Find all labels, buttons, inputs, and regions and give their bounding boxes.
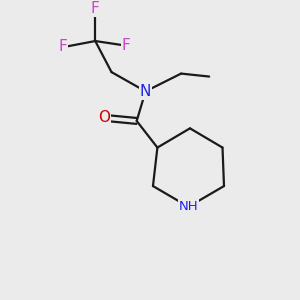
Text: F: F — [122, 38, 131, 53]
Text: N: N — [140, 84, 151, 99]
Text: F: F — [58, 39, 67, 54]
Text: NH: NH — [179, 200, 198, 213]
Text: O: O — [98, 110, 110, 125]
Text: F: F — [91, 1, 100, 16]
